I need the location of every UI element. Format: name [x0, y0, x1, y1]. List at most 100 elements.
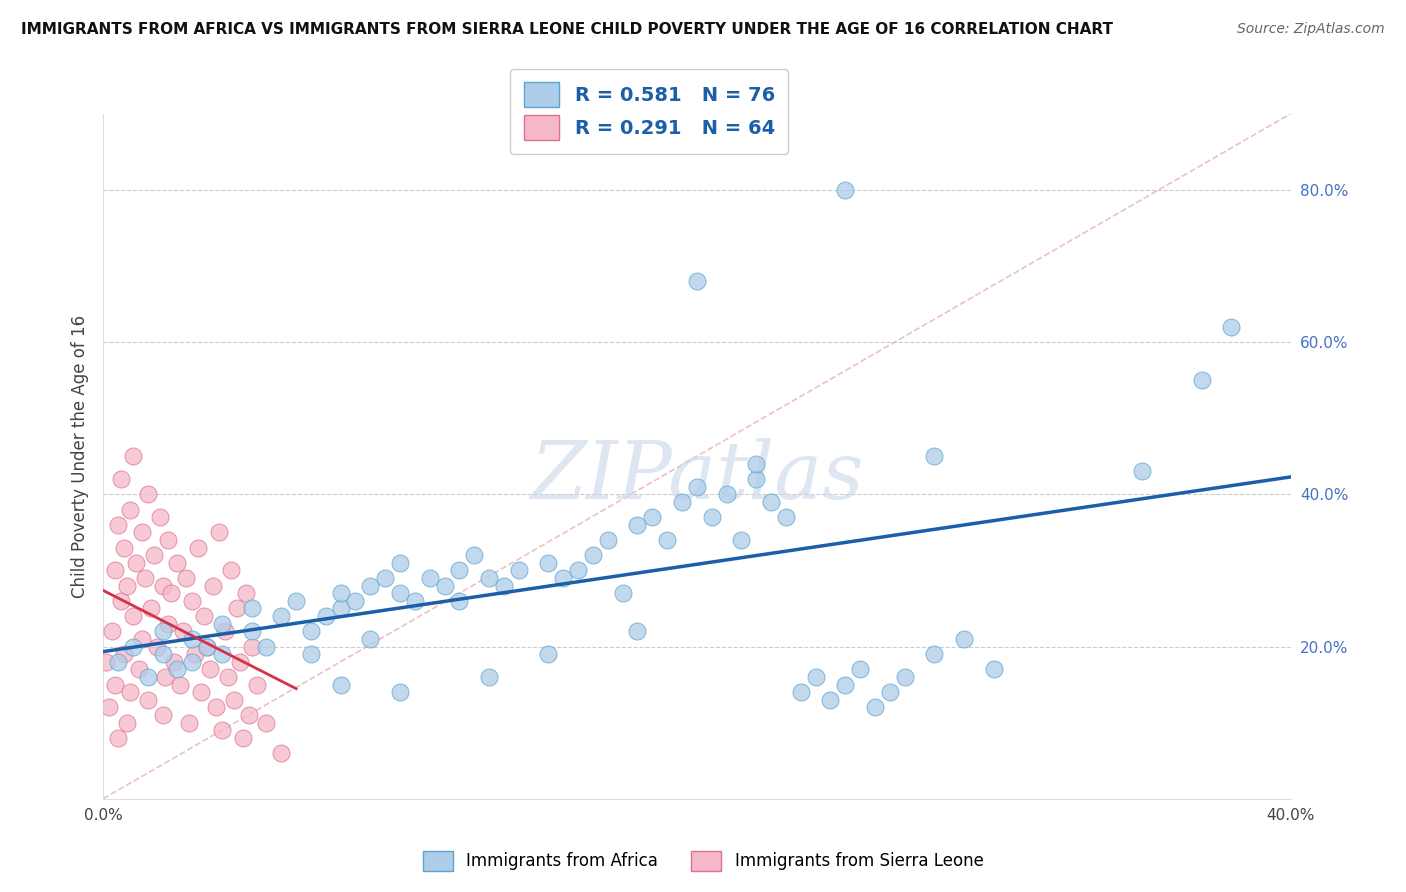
Point	[152, 624, 174, 639]
Point	[163, 655, 186, 669]
Point	[478, 670, 501, 684]
Point	[433, 579, 456, 593]
Point	[657, 533, 679, 547]
Point	[388, 556, 411, 570]
Point	[107, 655, 129, 669]
Point	[745, 457, 768, 471]
Point	[463, 548, 485, 562]
Point	[205, 700, 228, 714]
Text: Source: ZipAtlas.com: Source: ZipAtlas.com	[1237, 22, 1385, 37]
Point	[104, 563, 127, 577]
Point	[924, 449, 946, 463]
Point	[254, 715, 277, 730]
Point	[152, 708, 174, 723]
Point	[537, 556, 560, 570]
Point	[329, 601, 352, 615]
Point	[567, 563, 589, 577]
Point	[716, 487, 738, 501]
Point	[329, 677, 352, 691]
Point	[344, 594, 367, 608]
Point	[193, 609, 215, 624]
Point	[148, 510, 170, 524]
Point	[1191, 373, 1213, 387]
Point	[157, 616, 180, 631]
Point	[107, 517, 129, 532]
Point	[115, 715, 138, 730]
Point	[641, 510, 664, 524]
Y-axis label: Child Poverty Under the Age of 16: Child Poverty Under the Age of 16	[72, 315, 89, 598]
Point	[174, 571, 197, 585]
Point	[98, 700, 121, 714]
Point	[820, 693, 842, 707]
Point	[834, 183, 856, 197]
Point	[893, 670, 915, 684]
Point	[94, 655, 117, 669]
Point	[745, 472, 768, 486]
Point	[849, 662, 872, 676]
Point	[160, 586, 183, 600]
Point	[131, 632, 153, 646]
Point	[128, 662, 150, 676]
Point	[315, 609, 337, 624]
Point	[804, 670, 827, 684]
Point	[240, 601, 263, 615]
Point	[211, 723, 233, 738]
Point	[121, 640, 143, 654]
Point	[449, 594, 471, 608]
Point	[166, 662, 188, 676]
Point	[145, 640, 167, 654]
Point	[449, 563, 471, 577]
Point	[107, 731, 129, 745]
Point	[388, 685, 411, 699]
Point	[238, 708, 260, 723]
Point	[404, 594, 426, 608]
Point	[225, 601, 247, 615]
Point	[208, 525, 231, 540]
Point	[419, 571, 441, 585]
Point	[508, 563, 530, 577]
Point	[775, 510, 797, 524]
Point	[612, 586, 634, 600]
Point	[953, 632, 976, 646]
Point	[139, 601, 162, 615]
Point	[121, 609, 143, 624]
Point	[834, 677, 856, 691]
Point	[686, 480, 709, 494]
Point	[374, 571, 396, 585]
Point	[195, 640, 218, 654]
Point	[181, 594, 204, 608]
Point	[152, 579, 174, 593]
Point	[157, 533, 180, 547]
Legend: R = 0.581   N = 76, R = 0.291   N = 64: R = 0.581 N = 76, R = 0.291 N = 64	[510, 69, 789, 153]
Text: ZIPatlas: ZIPatlas	[530, 438, 863, 516]
Point	[863, 700, 886, 714]
Point	[359, 632, 381, 646]
Point	[201, 579, 224, 593]
Point	[329, 586, 352, 600]
Point	[983, 662, 1005, 676]
Point	[222, 693, 245, 707]
Point	[270, 609, 292, 624]
Point	[214, 624, 236, 639]
Point	[136, 693, 159, 707]
Point	[553, 571, 575, 585]
Point	[235, 586, 257, 600]
Point	[125, 556, 148, 570]
Point	[136, 670, 159, 684]
Point	[228, 655, 250, 669]
Point	[104, 677, 127, 691]
Point	[134, 571, 156, 585]
Point	[131, 525, 153, 540]
Point	[1130, 465, 1153, 479]
Point	[179, 715, 201, 730]
Point	[388, 586, 411, 600]
Point	[582, 548, 605, 562]
Text: IMMIGRANTS FROM AFRICA VS IMMIGRANTS FROM SIERRA LEONE CHILD POVERTY UNDER THE A: IMMIGRANTS FROM AFRICA VS IMMIGRANTS FRO…	[21, 22, 1114, 37]
Point	[112, 647, 135, 661]
Point	[240, 640, 263, 654]
Point	[700, 510, 723, 524]
Point	[790, 685, 813, 699]
Point	[924, 647, 946, 661]
Point	[299, 624, 322, 639]
Point	[211, 616, 233, 631]
